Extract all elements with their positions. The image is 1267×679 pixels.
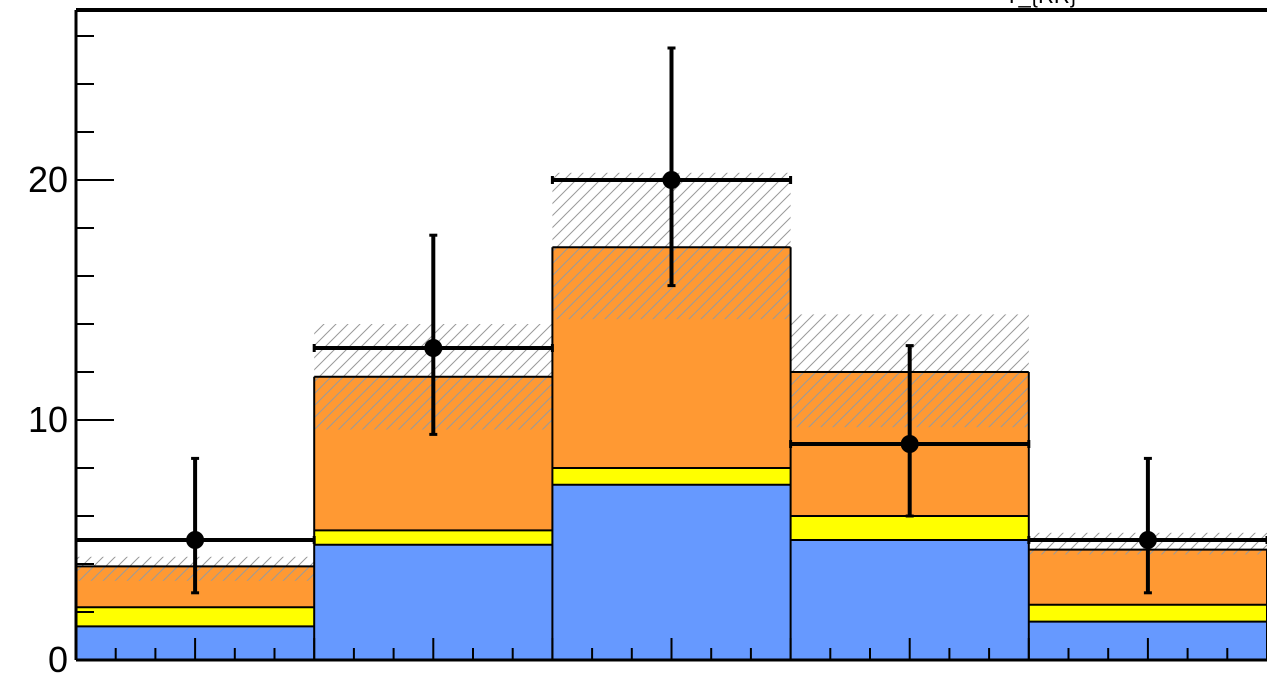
data-point-bin-1 [186,531,205,549]
stack-bar-1-bin-5 [1028,604,1267,622]
data-layer [76,46,1267,595]
stack-outline-layer [75,246,1267,660]
y-tick-label-0: 0 [48,639,68,674]
chart-top-label: T_{RR} [1005,0,1077,8]
stack-bar-1-bin-2 [314,530,553,545]
data-point-bin-3 [662,171,681,189]
y-tick-label-10: 10 [28,399,68,440]
stack-bar-1-bin-1 [76,607,315,627]
stack-bar-0-bin-3 [552,484,791,660]
stack-bar-1-bin-3 [552,468,791,485]
axis-layer: 0 10 20 [28,35,1229,679]
data-point-bin-4 [900,435,919,453]
stack-bar-1-bin-4 [790,516,1029,540]
data-point-bin-5 [1138,531,1157,549]
data-point-bin-2 [424,339,443,357]
y-tick-label-20: 20 [28,159,68,200]
